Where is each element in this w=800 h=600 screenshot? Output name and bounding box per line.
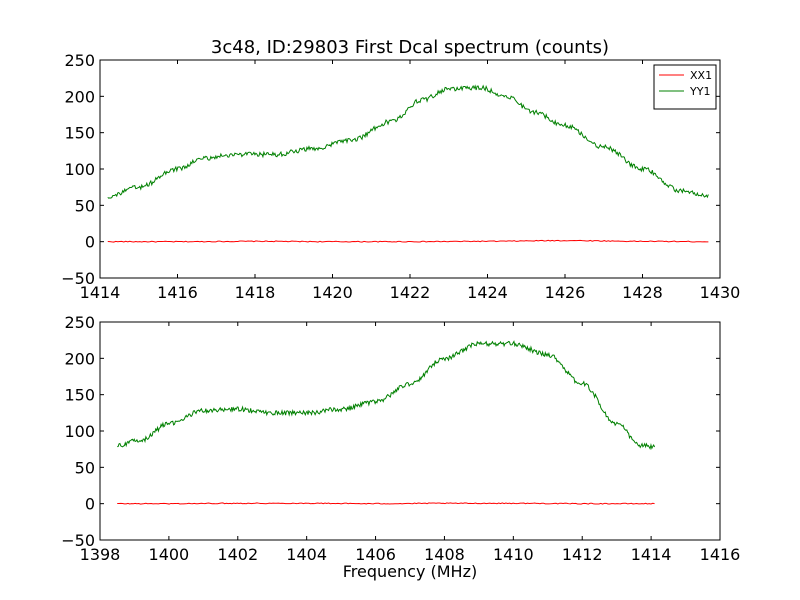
x-tick-label: 1414 xyxy=(80,283,121,302)
x-tick-label: 1408 xyxy=(424,545,465,564)
x-tick-label: 1424 xyxy=(467,283,508,302)
y-tick-label: 200 xyxy=(64,349,95,368)
x-tick-label: 1404 xyxy=(286,545,327,564)
series-line-red xyxy=(117,502,655,505)
x-tick-label: 1414 xyxy=(631,545,672,564)
y-tick-label: 100 xyxy=(64,422,95,441)
y-tick-label: 0 xyxy=(85,495,95,514)
chart-panel-2: 1398 1400 1402 1404 1406 1408 1410 1412 1414 1416… xyxy=(61,313,740,564)
x-tick-label: 1416 xyxy=(157,283,198,302)
x-tick-label: 1406 xyxy=(355,545,396,564)
y-tick-label: −50 xyxy=(61,269,95,288)
panels: 1414 1416 1418 1420 1422 1424 1426 1428 1430 −50 0… xyxy=(61,51,740,564)
y-tick-label: 250 xyxy=(64,51,95,70)
y-tick-label: −50 xyxy=(61,531,95,550)
x-tick-label: 1426 xyxy=(545,283,586,302)
x-tick-label: 1402 xyxy=(217,545,258,564)
y-tick-label: 150 xyxy=(64,386,95,405)
x-tick-label: 1418 xyxy=(235,283,276,302)
series-line-xx1 xyxy=(107,239,709,243)
x-tick-label: 1428 xyxy=(622,283,663,302)
y-tick-label: 0 xyxy=(85,233,95,252)
x-tick-label: 1416 xyxy=(700,545,741,564)
y-tick-label: 100 xyxy=(64,160,95,179)
x-tick-label: 1400 xyxy=(149,545,190,564)
series-line-green xyxy=(117,340,656,450)
series-line-yy1 xyxy=(107,84,709,199)
x-tick-label: 1430 xyxy=(700,283,741,302)
y-tick-label: 50 xyxy=(75,458,95,477)
x-tick-label: 1410 xyxy=(493,545,534,564)
x-tick-label: 1412 xyxy=(562,545,603,564)
x-tick-label: 1398 xyxy=(80,545,121,564)
chart-panel-1: 1414 1416 1418 1420 1422 1424 1426 1428 1430 −50 0… xyxy=(61,51,740,302)
legend-label: XX1 xyxy=(690,69,712,82)
x-tick-label: 1420 xyxy=(312,283,353,302)
x-tick-label: 1422 xyxy=(390,283,431,302)
legend-label: YY1 xyxy=(689,85,710,98)
figure-title: 3c48, ID:29803 First Dcal spectrum (coun… xyxy=(211,37,609,58)
y-tick-label: 150 xyxy=(64,124,95,143)
y-tick-label: 50 xyxy=(75,196,95,215)
series-group xyxy=(107,84,709,243)
series-group xyxy=(117,340,656,505)
y-tick-label: 200 xyxy=(64,87,95,106)
legend-box xyxy=(653,64,717,110)
x-axis-label: Frequency (MHz) xyxy=(343,562,477,581)
y-tick-label: 250 xyxy=(64,313,95,332)
